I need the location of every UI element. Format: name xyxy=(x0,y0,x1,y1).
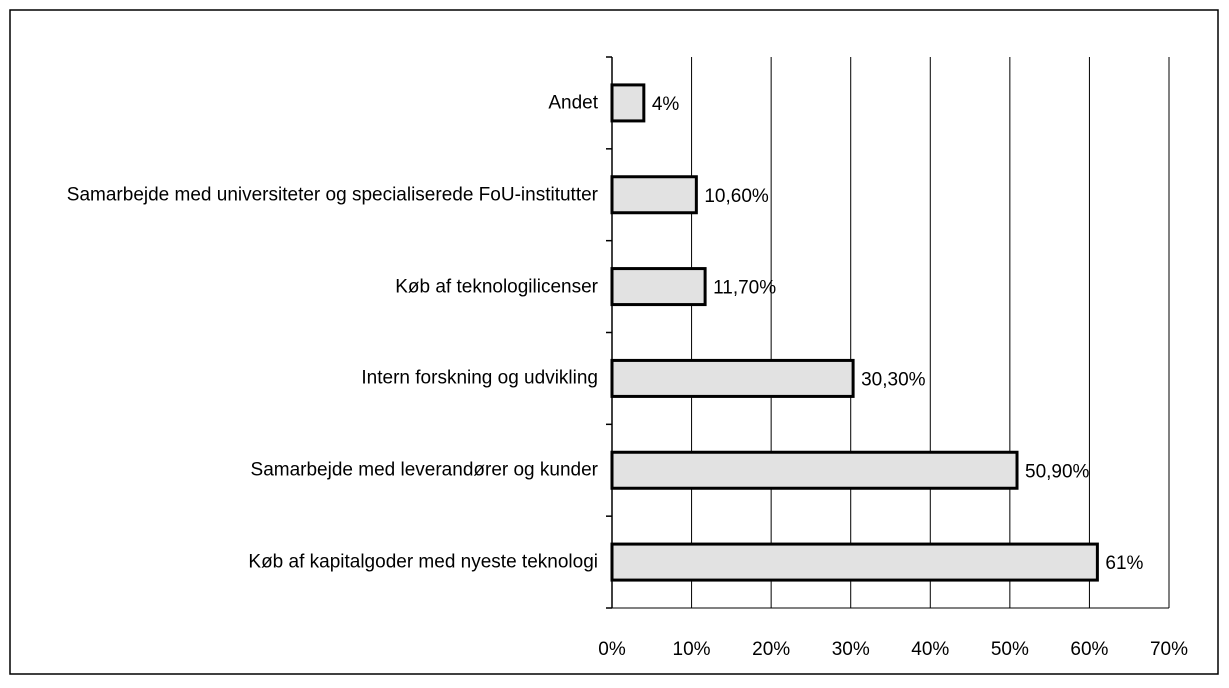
x-tick-label: 40% xyxy=(911,639,949,660)
y-tick-label: Samarbejde med universiteter og speciali… xyxy=(66,184,598,206)
x-tick-label: 50% xyxy=(991,639,1029,660)
category-label-box: Intern forskning og udvikling xyxy=(20,367,598,390)
bar xyxy=(610,542,1099,582)
value-label: 4% xyxy=(652,94,680,115)
value-label: 10,60% xyxy=(704,186,769,207)
category-label-box: Samarbejde med leverandører og kunder xyxy=(20,459,598,482)
value-label: 50,90% xyxy=(1025,461,1090,482)
category-label-box: Andet xyxy=(20,91,598,114)
x-tick-label: 60% xyxy=(1070,639,1108,660)
bar xyxy=(610,83,646,123)
y-tick-label: Intern forskning og udvikling xyxy=(361,367,598,389)
x-tick-label: 70% xyxy=(1150,639,1188,660)
value-label: 11,70% xyxy=(713,278,776,299)
x-tick-label: 20% xyxy=(752,639,790,660)
value-label: 61% xyxy=(1105,553,1143,574)
x-tick-label: 0% xyxy=(598,639,626,660)
y-tick-label: Køb af teknologilicenser xyxy=(395,276,598,298)
category-label-box: Køb af kapitalgoder med nyeste teknologi xyxy=(20,551,598,574)
bar xyxy=(610,358,855,398)
x-tick-label: 10% xyxy=(673,639,711,660)
bar xyxy=(610,450,1019,490)
category-label-box: Køb af teknologilicenser xyxy=(20,275,598,298)
bar xyxy=(610,175,698,215)
bar xyxy=(610,267,707,307)
category-label-box: Samarbejde med universiteter og speciali… xyxy=(20,183,598,206)
value-label: 30,30% xyxy=(861,369,926,390)
y-tick-label: Andet xyxy=(548,92,598,114)
chart-frame xyxy=(9,9,1219,675)
y-tick-label: Køb af kapitalgoder med nyeste teknologi xyxy=(248,551,598,573)
x-tick-label: 30% xyxy=(832,639,870,660)
y-tick-label: Samarbejde med leverandører og kunder xyxy=(250,459,598,481)
